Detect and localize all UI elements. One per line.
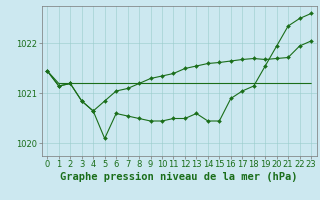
- X-axis label: Graphe pression niveau de la mer (hPa): Graphe pression niveau de la mer (hPa): [60, 172, 298, 182]
